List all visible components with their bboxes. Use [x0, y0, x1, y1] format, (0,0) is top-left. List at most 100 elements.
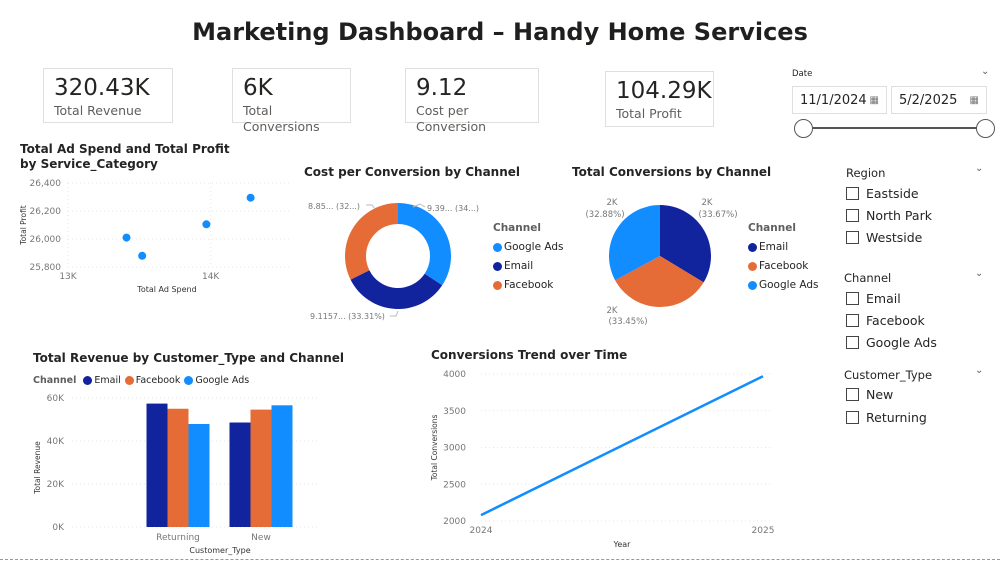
- slicer-title: Channel: [844, 271, 892, 285]
- option-label: Facebook: [866, 313, 925, 328]
- donut-chart-title: Cost per Conversion by Channel: [304, 165, 520, 179]
- data-label: (33.45%): [608, 317, 647, 327]
- pie-slice-facebook: [345, 203, 398, 280]
- checkbox[interactable]: [846, 314, 859, 327]
- kpi-value: 104.29K: [616, 78, 712, 104]
- date-slicer-label: Date: [792, 69, 813, 79]
- kpi-cost-per-conversion: 9.12 Cost per Conversion: [405, 68, 539, 134]
- kpi-value: 320.43K: [54, 75, 150, 101]
- legend-item-email[interactable]: Email: [748, 241, 819, 253]
- legend-item-google-ads[interactable]: Google Ads: [184, 375, 249, 386]
- legend-title: Channel: [748, 222, 796, 234]
- scatter-point: [246, 193, 255, 202]
- slicer-option-north-park[interactable]: North Park: [846, 208, 932, 223]
- y-axis-label: Total Conversions: [430, 414, 439, 481]
- legend-label: Google Ads: [195, 375, 250, 386]
- y-tick-label: 2500: [443, 480, 466, 490]
- x-axis-label: Year: [613, 540, 632, 549]
- option-label: Westside: [866, 230, 923, 245]
- kpi-label: Total Conversions: [243, 103, 320, 134]
- y-tick-label: 3500: [443, 407, 466, 417]
- data-label: 2K: [607, 198, 618, 208]
- legend-item-email[interactable]: Email: [83, 375, 121, 386]
- chevron-down-icon[interactable]: ⌄: [975, 268, 984, 279]
- legend-label: Email: [759, 241, 789, 253]
- legend-item-facebook[interactable]: Facebook: [493, 279, 564, 291]
- kpi-value: 9.12: [416, 75, 468, 101]
- y-axis-label: Total Profit: [19, 205, 28, 246]
- calendar-icon[interactable]: ▦: [869, 94, 879, 106]
- date-end-input[interactable]: 5/2/2025 ▦: [891, 86, 987, 114]
- data-label: 9.39... (34...): [427, 204, 479, 213]
- legend-item-facebook[interactable]: Facebook: [124, 375, 180, 386]
- trend-line: [480, 375, 764, 517]
- legend-dot: [748, 242, 757, 252]
- kpi-total-profit: 104.29K Total Profit: [605, 71, 714, 127]
- data-label: 9.1157... (33.31%): [310, 312, 385, 321]
- bar-legend: Channel Email Facebook Google Ads: [33, 375, 249, 393]
- scatter-point: [122, 233, 131, 242]
- chevron-down-icon[interactable]: ⌄: [981, 66, 990, 77]
- calendar-icon[interactable]: ▦: [969, 94, 979, 106]
- leader-line: [412, 203, 426, 208]
- kpi-label: Total Profit: [616, 106, 682, 121]
- checkbox[interactable]: [846, 292, 859, 305]
- date-range-start-handle[interactable]: [794, 119, 813, 138]
- checkbox[interactable]: [846, 231, 859, 244]
- checkbox[interactable]: [846, 209, 859, 222]
- checkbox[interactable]: [846, 336, 859, 349]
- pie-chart-title: Total Conversions by Channel: [572, 165, 772, 179]
- legend-dot: [748, 280, 757, 290]
- legend-dot: [83, 376, 93, 385]
- pie-slice-google-ads: [609, 205, 660, 281]
- bar-chart-title: Total Revenue by Customer_Type and Chann…: [33, 351, 345, 365]
- y-tick-label: 60K: [47, 394, 65, 404]
- date-end-value: 5/2/2025: [899, 92, 958, 108]
- legend-item-google-ads[interactable]: Google Ads: [748, 279, 819, 291]
- date-range-end-handle[interactable]: [976, 119, 995, 138]
- scatter-point: [202, 220, 211, 229]
- legend-dot: [184, 376, 194, 385]
- legend-dot: [748, 261, 757, 271]
- legend-item-email[interactable]: Email: [493, 260, 564, 272]
- option-label: Google Ads: [866, 335, 937, 350]
- line-chart-title: Conversions Trend over Time: [431, 348, 628, 362]
- legend-item-facebook[interactable]: Facebook: [748, 260, 819, 272]
- chevron-down-icon[interactable]: ⌄: [975, 365, 984, 376]
- date-range-track[interactable]: [803, 127, 985, 129]
- leader-line: [366, 204, 376, 210]
- date-start-input[interactable]: 11/1/2024 ▦: [792, 86, 887, 114]
- y-tick-label: 26,000: [30, 235, 62, 245]
- kpi-total-conversions: 6K Total Conversions: [232, 68, 351, 134]
- slicer-option-facebook[interactable]: Facebook: [846, 313, 925, 328]
- x-tick-label: New: [251, 533, 271, 543]
- bar-facebook: [250, 409, 272, 527]
- pie-legend: Channel Email Facebook Google Ads: [748, 222, 819, 298]
- checkbox[interactable]: [846, 187, 859, 200]
- slicer-option-new[interactable]: New: [846, 387, 893, 402]
- slicer-option-email[interactable]: Email: [846, 291, 901, 306]
- slicer-option-google-ads[interactable]: Google Ads: [846, 335, 937, 350]
- x-tick-label: Returning: [156, 533, 200, 543]
- slicer-title: Region: [846, 166, 886, 180]
- legend-label: Facebook: [504, 279, 554, 291]
- data-label: 2K: [607, 306, 618, 316]
- checkbox[interactable]: [846, 388, 859, 401]
- y-axis-label: Total Revenue: [33, 441, 42, 495]
- slicer-option-eastside[interactable]: Eastside: [846, 186, 919, 201]
- checkbox[interactable]: [846, 411, 859, 424]
- pie-slice-facebook: [615, 256, 704, 307]
- legend-item-google-ads[interactable]: Google Ads: [493, 241, 564, 253]
- chevron-down-icon[interactable]: ⌄: [975, 163, 984, 174]
- bar-email: [229, 422, 251, 527]
- bar-google-ads: [271, 405, 293, 527]
- legend-dot: [493, 242, 502, 252]
- y-tick-label: 2000: [443, 517, 466, 527]
- legend-label: Facebook: [759, 260, 809, 272]
- legend-label: Email: [504, 260, 534, 272]
- slicer-option-westside[interactable]: Westside: [846, 230, 922, 245]
- slicer-option-returning[interactable]: Returning: [846, 410, 927, 425]
- slicer-title: Customer_Type: [844, 368, 933, 382]
- legend-dot: [493, 261, 502, 271]
